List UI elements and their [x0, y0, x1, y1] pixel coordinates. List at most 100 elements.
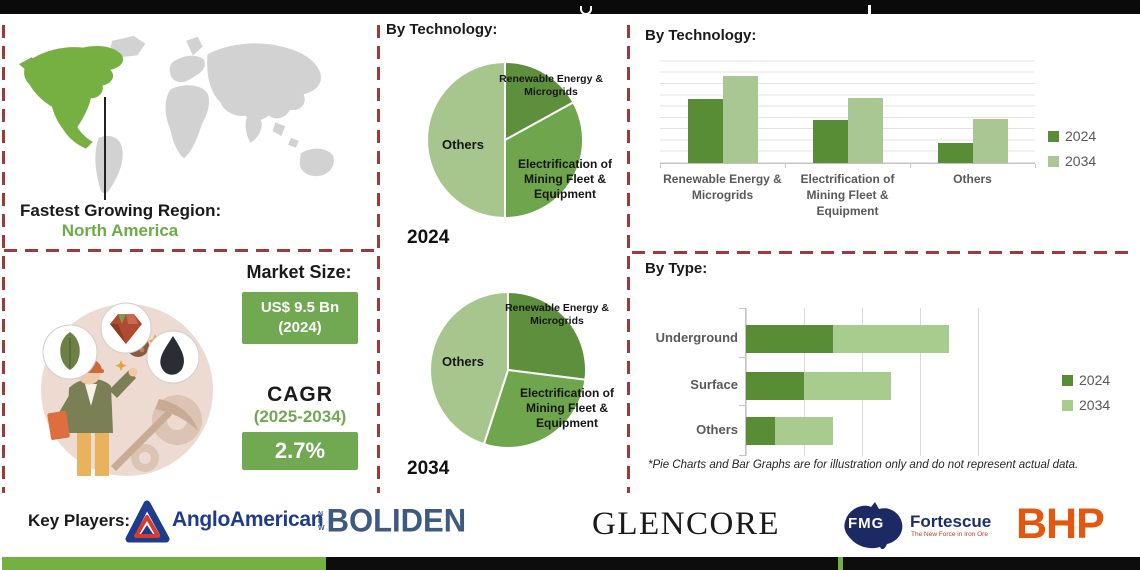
- australia: [299, 148, 334, 177]
- title-descender: [580, 6, 592, 15]
- legend-label: 2034: [1079, 397, 1111, 413]
- title-descender: [868, 5, 871, 14]
- region-pointer-line: [104, 97, 106, 200]
- miner-illustration-svg: [41, 302, 213, 476]
- legend-swatch-2034: [1048, 155, 1059, 167]
- fastest-region-value: North America: [61, 221, 179, 240]
- pie-slice-label: Electrification of Mining Fleet & Equipm…: [519, 386, 614, 430]
- pie-slice-label: Electrification of Mining Fleet & Equipm…: [517, 157, 612, 201]
- pies-header: By Technology:: [386, 21, 498, 38]
- axis-tick: [739, 357, 745, 358]
- fmg-australia-icon: [844, 502, 903, 550]
- footer-green-tick: [838, 557, 843, 570]
- tech-bar-category: Electrification of Mining Fleet & Equipm…: [800, 172, 895, 219]
- legend-swatch-2024: [1048, 130, 1059, 142]
- type-bar-legend: 2024 2034: [1062, 372, 1110, 413]
- bhp-wordmark: BHP: [1016, 500, 1105, 548]
- axis-tick: [660, 164, 661, 168]
- miner-person: [47, 359, 138, 476]
- pie-slice: [429, 290, 509, 446]
- divider-mid-right: [627, 25, 630, 493]
- legend-entry: 2024: [1062, 372, 1110, 388]
- type-bar-row-underground: [746, 325, 1038, 353]
- pickaxe-icon: [111, 399, 198, 471]
- type-bar-plot: [739, 308, 1038, 456]
- cagr-badge: 2.7%: [242, 432, 358, 470]
- legend-swatch-2024: [1062, 374, 1073, 386]
- pie-slice: [504, 60, 575, 142]
- type-bar-category: Others: [696, 422, 738, 437]
- divider-left: [2, 25, 5, 493]
- oil-drop-bubble: [146, 330, 200, 384]
- tech-bar-legend: 2024 2034: [1048, 128, 1096, 169]
- market-size-year: (2024): [278, 319, 322, 336]
- anglo-american-logo-icon: [124, 498, 170, 555]
- key-players-label: Key Players:: [28, 511, 131, 530]
- cagr-label: CAGR: [267, 383, 333, 406]
- segment-2034: [833, 325, 949, 353]
- legend-entry: 2034: [1048, 153, 1096, 169]
- divider-mid-left: [377, 25, 380, 493]
- pie-2034-svg: [429, 290, 587, 449]
- market-size-label: Market Size:: [246, 262, 352, 282]
- segment-2034: [804, 372, 891, 400]
- pie-slice-label: Renewable Energy & Microgrids: [499, 73, 603, 99]
- tech-bar-plot: [660, 58, 1035, 164]
- cagr-period: (2025-2034): [253, 407, 347, 426]
- market-size-badge: US$ 9.5 Bn (2024): [242, 292, 358, 344]
- segment-2024: [746, 417, 775, 445]
- bar-2034-1: [847, 97, 883, 163]
- title-bar: [0, 0, 1140, 15]
- pie-slice-label: Others: [442, 137, 484, 152]
- legend-label: 2024: [1065, 128, 1097, 144]
- fortescue-logo: FMG Fortescue The New Force in Iron Ore: [838, 499, 1038, 554]
- pie-year-label: 2034: [407, 458, 450, 479]
- south-america: [95, 135, 123, 194]
- legend-label: 2024: [1079, 372, 1111, 388]
- pie-chart-2024: Renewable Energy & Microgrids Electrific…: [385, 45, 630, 270]
- north-america: [19, 46, 124, 149]
- tech-bar-category: Others: [953, 172, 992, 186]
- pie-slice-label: Others: [442, 354, 484, 369]
- disclaimer-footnote: *Pie Charts and Bar Graphs are for illus…: [648, 459, 1079, 471]
- legend-swatch-2034: [1062, 399, 1073, 411]
- india: [245, 115, 262, 143]
- pie-slice: [507, 290, 587, 381]
- pie-slice: [504, 101, 584, 220]
- divider-right-horizontal: [632, 251, 1135, 254]
- africa: [165, 85, 210, 159]
- segment-2034: [775, 417, 833, 445]
- bar-2024-0: [687, 98, 723, 163]
- fastest-region-label: Fastest Growing Region:: [20, 201, 222, 220]
- world-map-svg: [19, 35, 334, 194]
- bar-2034-2: [972, 119, 1008, 163]
- leaf-bubble: [42, 324, 98, 380]
- tech-bar-header: By Technology:: [645, 27, 757, 44]
- bar-2034-0: [722, 76, 758, 163]
- pie-chart-2034: Renewable Energy & Microgrids Electrific…: [385, 268, 630, 493]
- miner-illustration: [25, 268, 230, 493]
- footer-black-bar: [326, 557, 1140, 570]
- fortescue-tagline: The New Force in Iron Ore: [911, 531, 988, 538]
- axis-tick: [910, 164, 911, 168]
- fmg-abbr-text: FMG: [848, 515, 885, 532]
- pie-slice-label: Renewable Energy & Microgrids: [505, 302, 609, 328]
- legend-entry: 2024: [1048, 128, 1096, 144]
- type-bar-row-surface: [746, 372, 1038, 400]
- cagr-value: 2.7%: [274, 438, 326, 463]
- boliden-wordmark: BOLIDEN: [326, 502, 467, 539]
- anglo-american-wordmark: AngloAmerican: [172, 508, 324, 531]
- legend-entry: 2034: [1062, 397, 1110, 413]
- type-bar-category: Surface: [690, 377, 738, 392]
- diamond-bubble: [100, 302, 152, 354]
- asia: [207, 43, 321, 121]
- pie-slice: [482, 368, 587, 449]
- axis-tick: [739, 308, 745, 309]
- world-map: [15, 33, 365, 203]
- pie-2024-svg: [426, 60, 584, 220]
- bar-2024-2: [937, 142, 973, 163]
- axis-tick: [739, 405, 745, 406]
